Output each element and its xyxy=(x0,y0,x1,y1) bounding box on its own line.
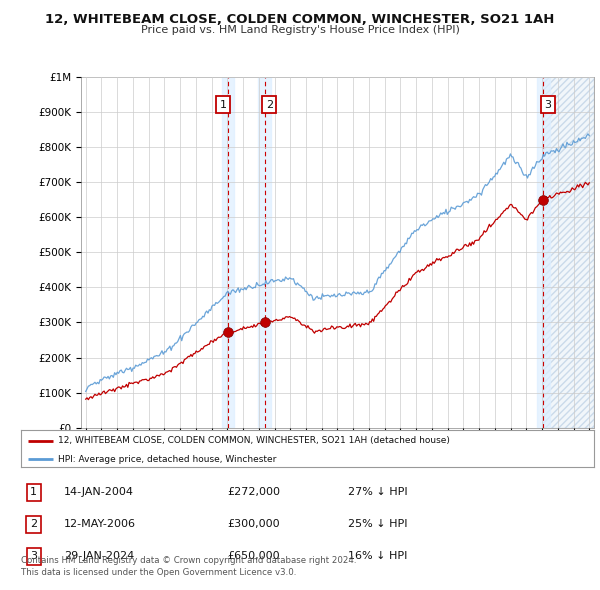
Text: 14-JAN-2004: 14-JAN-2004 xyxy=(64,487,134,497)
Text: 3: 3 xyxy=(30,551,37,561)
Text: 1: 1 xyxy=(220,100,227,110)
Text: 25% ↓ HPI: 25% ↓ HPI xyxy=(347,519,407,529)
Text: 2: 2 xyxy=(30,519,37,529)
Text: 29-JAN-2024: 29-JAN-2024 xyxy=(64,551,134,561)
Text: Contains HM Land Registry data © Crown copyright and database right 2024.
This d: Contains HM Land Registry data © Crown c… xyxy=(21,556,356,577)
Text: Price paid vs. HM Land Registry's House Price Index (HPI): Price paid vs. HM Land Registry's House … xyxy=(140,25,460,35)
Text: 12, WHITEBEAM CLOSE, COLDEN COMMON, WINCHESTER, SO21 1AH (detached house): 12, WHITEBEAM CLOSE, COLDEN COMMON, WINC… xyxy=(58,436,450,445)
Text: 27% ↓ HPI: 27% ↓ HPI xyxy=(347,487,407,497)
Text: 3: 3 xyxy=(545,100,551,110)
Text: 12, WHITEBEAM CLOSE, COLDEN COMMON, WINCHESTER, SO21 1AH: 12, WHITEBEAM CLOSE, COLDEN COMMON, WINC… xyxy=(46,13,554,26)
Text: £650,000: £650,000 xyxy=(227,551,280,561)
Text: 12-MAY-2006: 12-MAY-2006 xyxy=(64,519,136,529)
Text: HPI: Average price, detached house, Winchester: HPI: Average price, detached house, Winc… xyxy=(58,455,277,464)
Text: 2: 2 xyxy=(266,100,273,110)
Text: £272,000: £272,000 xyxy=(227,487,280,497)
Bar xyxy=(259,77,271,428)
Text: 1: 1 xyxy=(30,487,37,497)
Text: £300,000: £300,000 xyxy=(227,519,280,529)
Text: 16% ↓ HPI: 16% ↓ HPI xyxy=(347,551,407,561)
Bar xyxy=(537,77,550,428)
Bar xyxy=(221,77,234,428)
